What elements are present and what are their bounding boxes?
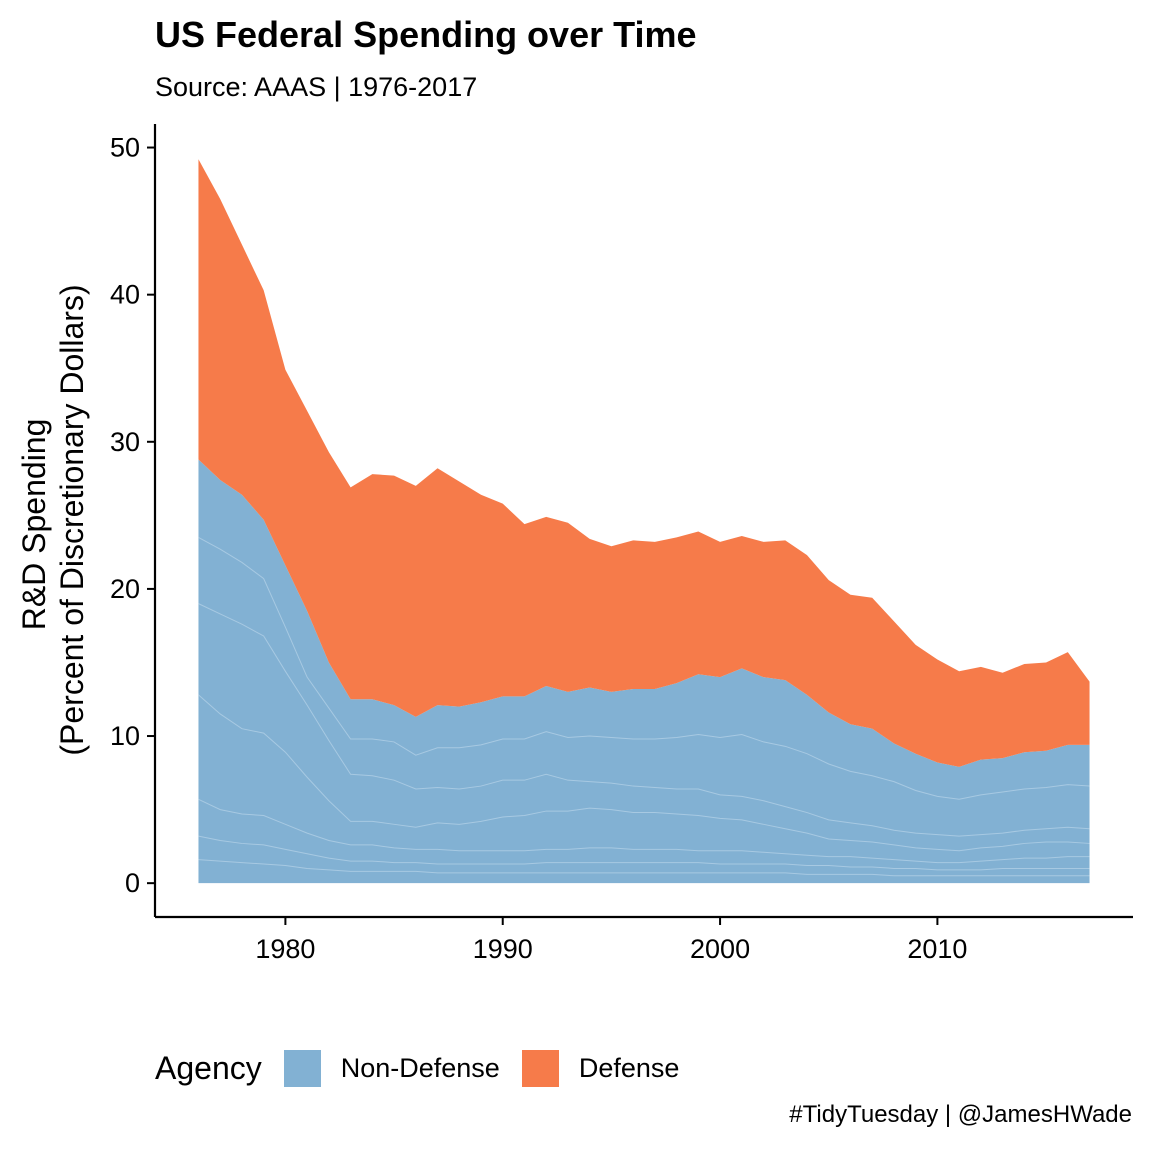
y-tick-label-30: 30 — [110, 427, 140, 457]
x-tick-label-2000: 2000 — [690, 934, 750, 964]
x-tick-label-1980: 1980 — [255, 934, 315, 964]
area-layers — [198, 159, 1090, 884]
non-defense-inner-line-3 — [198, 694, 1090, 852]
chart-title: US Federal Spending over Time — [155, 14, 697, 55]
y-tick-label-10: 10 — [110, 721, 140, 751]
legend: Agency Non-Defense Defense — [155, 1046, 701, 1090]
non-defense-inner-line-5 — [198, 835, 1090, 871]
y-tick-label-0: 0 — [125, 868, 140, 898]
non-defense-swatch — [283, 1049, 321, 1087]
x-tick-label-1990: 1990 — [473, 934, 533, 964]
defense-swatch — [521, 1049, 559, 1087]
legend-label-defense: Defense — [578, 1052, 680, 1083]
legend-title: Agency — [155, 1049, 262, 1086]
non-defense-inner-line-2 — [198, 603, 1090, 837]
legend-item-non-defense: Non-Defense — [283, 1049, 500, 1087]
y-axis-label-line-1: R&D Spending — [16, 419, 52, 631]
caption: #TidyTuesday | @JamesHWade — [789, 1101, 1132, 1128]
chart-subtitle: Source: AAAS | 1976-2017 — [155, 72, 478, 102]
non-defense-inner-line-1 — [198, 536, 1090, 800]
y-tick-label-50: 50 — [110, 133, 140, 163]
y-tick-label-40: 40 — [110, 280, 140, 310]
x-tick-label-2010: 2010 — [907, 934, 967, 964]
area-non-defense — [198, 459, 1090, 884]
y-axis-label-line-2: (Percent of Discretionary Dollars) — [54, 284, 90, 755]
non-defense-internal-boundaries — [198, 536, 1090, 877]
y-axis-label: R&D Spending (Percent of Discretionary D… — [16, 284, 90, 755]
y-axis-ticks: 0 10 20 30 40 50 — [110, 133, 155, 898]
legend-label-non-defense: Non-Defense — [340, 1052, 500, 1083]
non-defense-inner-line-6 — [198, 859, 1090, 877]
y-tick-label-20: 20 — [110, 574, 140, 604]
area-defense — [198, 159, 1090, 767]
x-axis-ticks: 1980 1990 2000 2010 — [255, 917, 967, 964]
legend-item-defense: Defense — [521, 1049, 680, 1087]
non-defense-inner-line-4 — [198, 798, 1090, 864]
